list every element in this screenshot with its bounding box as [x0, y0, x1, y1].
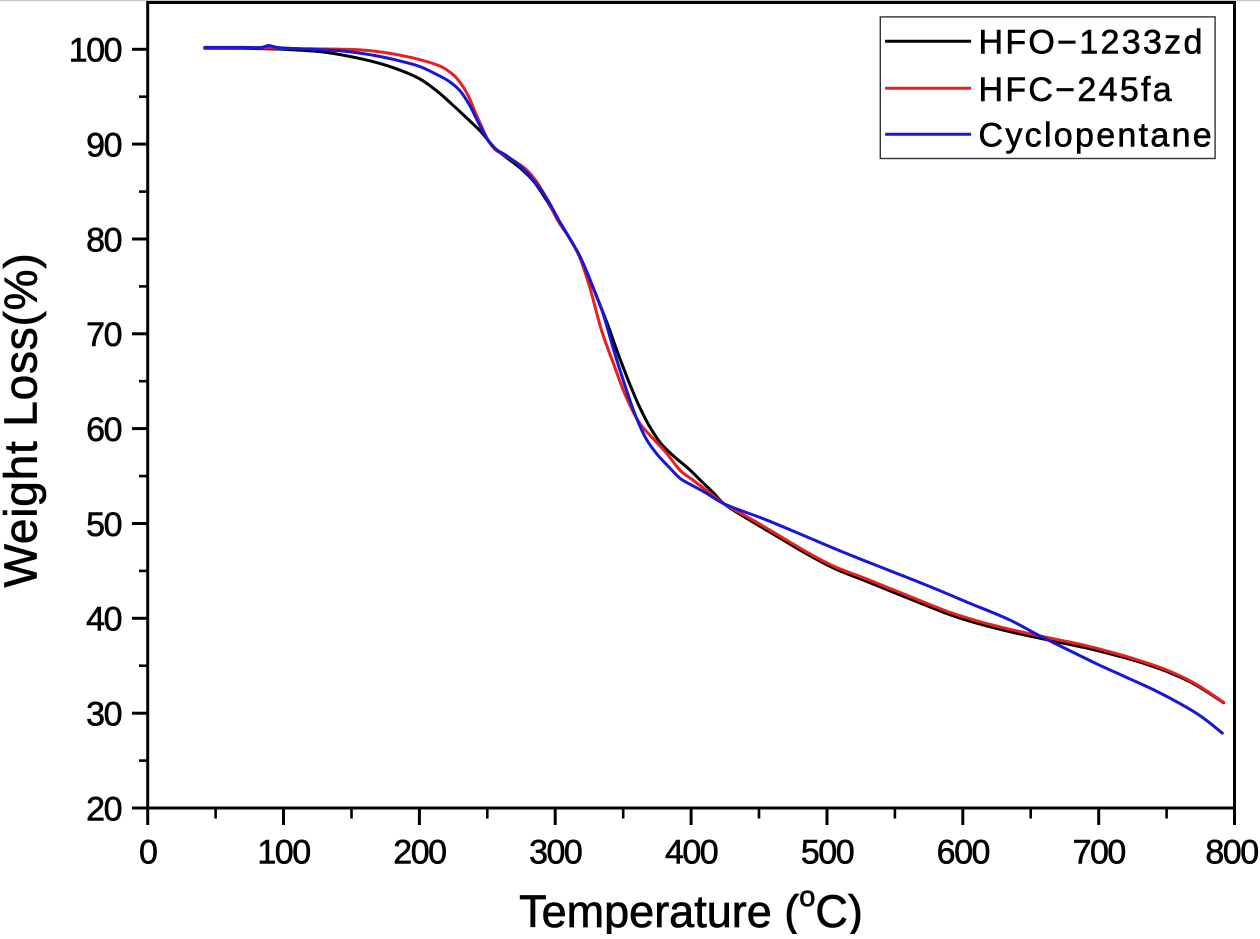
svg-text:200: 200	[393, 834, 446, 872]
svg-text:Temperature (oC): Temperature (oC)	[519, 881, 863, 934]
svg-text:70: 70	[86, 316, 121, 354]
svg-text:700: 700	[1073, 834, 1126, 872]
svg-text:HFC−245fa: HFC−245fa	[979, 71, 1175, 109]
svg-text:30: 30	[86, 696, 121, 734]
svg-text:100: 100	[257, 834, 310, 872]
svg-text:500: 500	[801, 834, 854, 872]
svg-text:400: 400	[665, 834, 718, 872]
svg-text:300: 300	[529, 834, 582, 872]
svg-text:80: 80	[86, 221, 121, 259]
svg-text:HFO−1233zd: HFO−1233zd	[979, 24, 1205, 62]
svg-text:0: 0	[139, 834, 157, 872]
svg-text:Cyclopentane: Cyclopentane	[979, 116, 1215, 154]
svg-text:20: 20	[86, 790, 121, 828]
svg-text:50: 50	[86, 506, 121, 544]
svg-text:40: 40	[86, 601, 121, 639]
svg-text:90: 90	[86, 127, 121, 165]
svg-text:600: 600	[937, 834, 990, 872]
svg-text:Weight Loss(%): Weight Loss(%)	[0, 252, 47, 587]
svg-text:800: 800	[1205, 834, 1258, 872]
svg-text:60: 60	[86, 411, 121, 449]
svg-text:100: 100	[69, 32, 122, 70]
